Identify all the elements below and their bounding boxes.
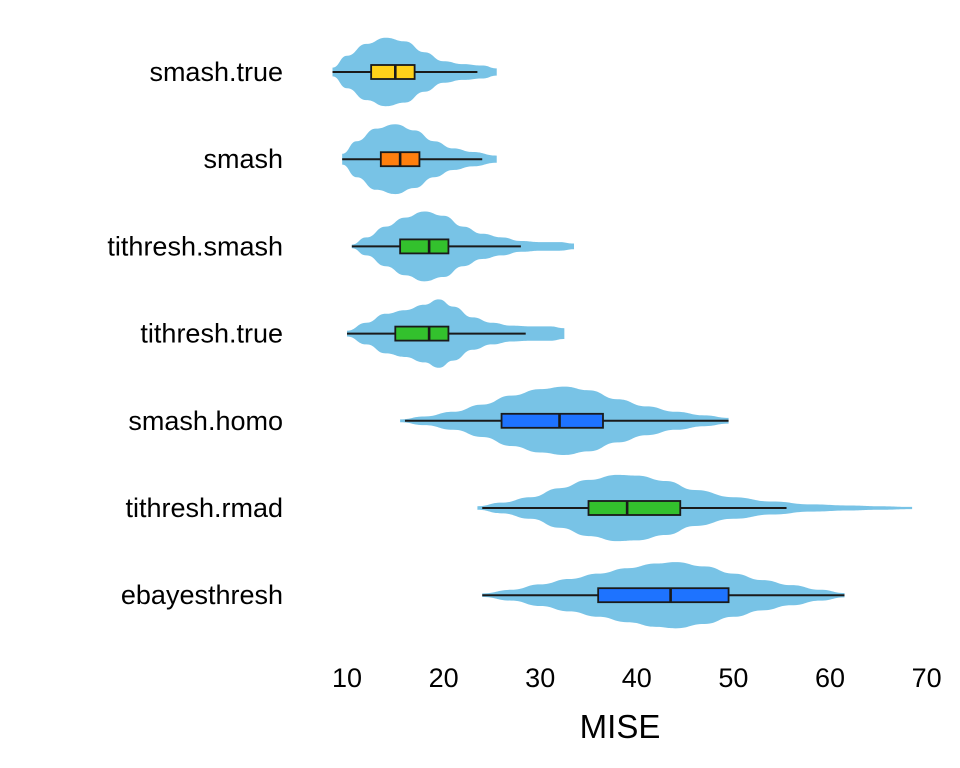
- category-label-smash: smash: [203, 144, 283, 174]
- category-label-smash-homo: smash.homo: [128, 406, 283, 436]
- box-tithresh-smash: [399, 238, 450, 255]
- box-ebayesthresh: [597, 587, 730, 604]
- category-labels: smash.true smash tithresh.smash tithresh.tr…: [107, 57, 283, 610]
- boxplot-layer: [332, 64, 845, 604]
- x-tick-label-30: 30: [525, 663, 555, 693]
- category-label-tithresh-true: tithresh.true: [140, 319, 283, 349]
- x-tick-label-50: 50: [718, 663, 748, 693]
- x-tick-label-60: 60: [815, 663, 845, 693]
- box-smash-homo: [500, 412, 604, 429]
- category-label-smash-true: smash.true: [149, 57, 283, 87]
- box-tithresh-true: [394, 325, 450, 342]
- x-axis-title: MISE: [580, 708, 661, 745]
- box-smash-true: [370, 64, 416, 80]
- category-label-tithresh-smash: tithresh.smash: [107, 231, 283, 261]
- box-tithresh-rmad: [587, 500, 682, 516]
- x-tick-label-70: 70: [912, 663, 942, 693]
- x-tick-label-40: 40: [622, 663, 652, 693]
- x-axis-ticks: 10 20 30 40 50 60 70: [332, 663, 942, 693]
- x-tick-label-20: 20: [429, 663, 459, 693]
- x-tick-label-10: 10: [332, 663, 362, 693]
- category-label-tithresh-rmad: tithresh.rmad: [125, 493, 283, 523]
- category-label-ebayesthresh: ebayesthresh: [121, 580, 283, 610]
